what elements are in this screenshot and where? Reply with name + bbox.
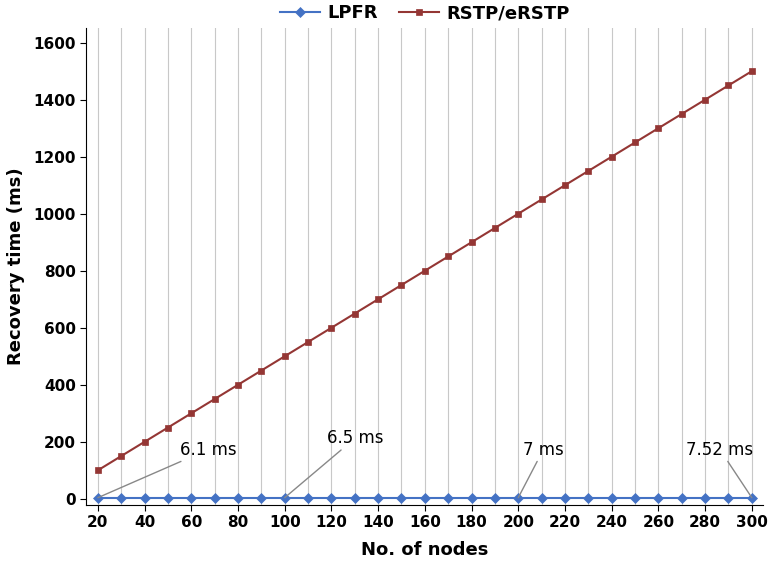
Text: 7.52 ms: 7.52 ms [687,441,753,498]
RSTP/eRSTP [724,82,733,89]
RSTP/eRSTP [187,410,196,417]
RSTP/eRSTP [490,225,500,231]
RSTP/eRSTP [397,282,406,289]
LPFR [630,494,639,501]
RSTP/eRSTP [467,239,476,246]
RSTP/eRSTP [163,424,172,431]
LPFR [653,494,663,501]
LPFR [677,494,687,501]
RSTP/eRSTP [630,139,639,146]
LPFR [701,494,710,501]
RSTP/eRSTP [140,439,149,445]
LPFR [747,494,757,501]
LPFR [397,494,406,501]
RSTP/eRSTP [607,153,616,160]
RSTP/eRSTP [350,310,359,317]
RSTP/eRSTP [303,338,313,345]
LPFR [93,494,102,501]
LPFR [514,494,523,501]
RSTP/eRSTP [560,182,570,188]
LPFR [607,494,616,501]
Text: 7 ms: 7 ms [518,441,563,498]
Line: RSTP/eRSTP: RSTP/eRSTP [95,68,755,474]
LPFR [210,494,220,501]
Legend: LPFR, RSTP/eRSTP: LPFR, RSTP/eRSTP [280,4,570,22]
RSTP/eRSTP [280,353,289,359]
LPFR [234,494,243,501]
RSTP/eRSTP [420,267,429,274]
LPFR [140,494,149,501]
LPFR [280,494,289,501]
RSTP/eRSTP [747,68,757,75]
RSTP/eRSTP [373,296,383,303]
LPFR [537,494,546,501]
LPFR [116,494,126,501]
LPFR [350,494,359,501]
LPFR [373,494,383,501]
LPFR [257,494,266,501]
LPFR [467,494,476,501]
Text: 6.5 ms: 6.5 ms [285,429,383,498]
RSTP/eRSTP [234,381,243,388]
RSTP/eRSTP [116,453,126,460]
Text: 6.1 ms: 6.1 ms [98,441,236,498]
RSTP/eRSTP [653,125,663,132]
RSTP/eRSTP [701,96,710,103]
LPFR [560,494,570,501]
LPFR [303,494,313,501]
RSTP/eRSTP [584,168,593,174]
RSTP/eRSTP [677,110,687,117]
LPFR [163,494,172,501]
Line: LPFR: LPFR [95,494,755,501]
LPFR [490,494,500,501]
LPFR [420,494,429,501]
LPFR [187,494,196,501]
RSTP/eRSTP [327,324,336,331]
LPFR [327,494,336,501]
RSTP/eRSTP [537,196,546,203]
RSTP/eRSTP [210,396,220,402]
RSTP/eRSTP [257,367,266,374]
RSTP/eRSTP [514,211,523,217]
LPFR [444,494,453,501]
LPFR [724,494,733,501]
LPFR [584,494,593,501]
RSTP/eRSTP [93,467,102,474]
Y-axis label: Recovery time (ms): Recovery time (ms) [7,168,25,365]
X-axis label: No. of nodes: No. of nodes [361,541,489,559]
RSTP/eRSTP [444,253,453,260]
